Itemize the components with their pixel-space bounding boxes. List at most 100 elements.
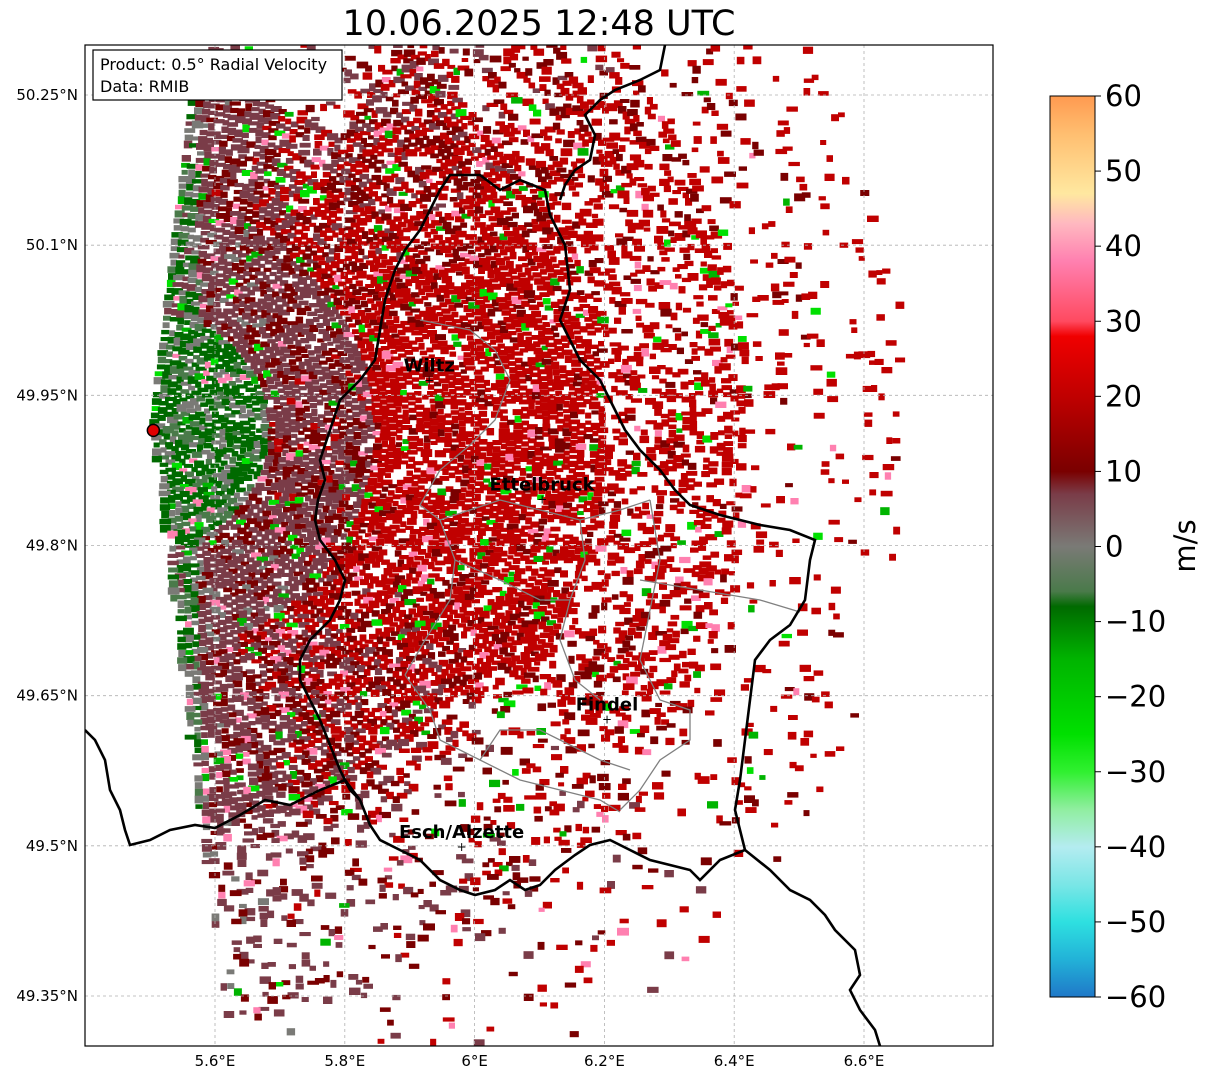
radar-bin [576, 394, 585, 401]
radar-bin [200, 123, 209, 128]
radar-bin [176, 260, 186, 267]
radar-bin [191, 451, 203, 458]
radar-bin [366, 411, 375, 419]
radar-bin [240, 671, 248, 678]
radar-bin [492, 283, 501, 290]
radar-bin [577, 409, 585, 415]
radar-bin [381, 574, 388, 582]
radar-bin [401, 452, 409, 459]
radar-bin [319, 489, 332, 496]
radar-bin [583, 354, 595, 360]
radar-bin [191, 697, 202, 705]
radar-bin [242, 124, 250, 133]
radar-bin [563, 450, 570, 456]
radar-bin [373, 225, 383, 233]
radar-bin [598, 435, 607, 440]
radar-bin [288, 779, 300, 785]
radar-bin [204, 408, 211, 414]
radar-bin [499, 590, 507, 597]
radar-bin [490, 552, 502, 561]
radar-bin [363, 186, 373, 192]
radar-bin [221, 469, 233, 477]
radar-bin [520, 413, 530, 419]
radar-bin [373, 233, 380, 241]
radar-bin [324, 515, 334, 523]
radar-bin [464, 274, 474, 280]
radar-bin [529, 552, 537, 558]
radar-bin [414, 404, 425, 410]
radar-bin [552, 511, 564, 520]
radar-bin [317, 338, 325, 343]
radar-bin [198, 309, 207, 318]
radar-bin [522, 427, 529, 433]
radar-bin [512, 534, 522, 541]
radar-bin [295, 730, 302, 739]
radar-bin [568, 545, 577, 550]
radar-bin [201, 767, 209, 773]
radar-bin [228, 272, 241, 277]
radar-bin [392, 461, 401, 470]
radar-bin [211, 262, 220, 269]
radar-bin [214, 801, 226, 806]
radar-bin [531, 634, 540, 641]
radar-bin [389, 256, 398, 262]
radar-bin [193, 537, 206, 545]
radar-bin [173, 493, 183, 500]
radar-bin [525, 252, 533, 260]
radar-bin [416, 211, 427, 219]
radar-bin [235, 400, 247, 405]
radar-bin [376, 764, 387, 770]
radar-bin [273, 397, 281, 404]
radar-bin [408, 401, 416, 406]
radar-bin [442, 125, 450, 131]
radar-bin [520, 434, 531, 440]
radar-bin [220, 713, 229, 720]
radar-bin [202, 816, 211, 824]
radar-bin [396, 601, 405, 608]
radar-bin [227, 669, 234, 674]
radar-bin [273, 740, 286, 746]
radar-bin [326, 385, 337, 393]
radar-bin [532, 619, 541, 625]
radar-bin [385, 473, 391, 478]
radar-bin [571, 367, 583, 373]
radar-bin [306, 45, 316, 52]
radar-bin [563, 400, 570, 408]
radar-bin [368, 382, 379, 387]
radar-bin [169, 366, 180, 374]
radar-bin [304, 511, 312, 518]
radar-bin [507, 236, 519, 244]
radar-bin [381, 367, 389, 376]
radar-bin [303, 413, 313, 419]
radar-bin [443, 500, 450, 505]
radar-bin [250, 361, 258, 369]
radar-bin [291, 244, 301, 252]
radar-bin [284, 581, 292, 587]
radar-bin [419, 350, 428, 356]
radar-bin [457, 330, 466, 339]
radar-bin [343, 449, 355, 456]
radar-bin [324, 402, 331, 410]
radar-bin [488, 292, 498, 301]
radar-bin [251, 628, 259, 634]
radar-bin [172, 486, 184, 493]
radar-bin [479, 305, 486, 313]
radar-bin [280, 243, 288, 251]
radar-bin [461, 616, 471, 623]
radar-bin [585, 412, 592, 419]
radar-bin [340, 271, 348, 279]
radar-bin [427, 578, 435, 585]
radar-bin [521, 199, 528, 208]
radar-bin [264, 148, 277, 156]
radar-bin [339, 340, 352, 348]
radar-bin [443, 688, 453, 693]
radar-bin [433, 374, 440, 380]
radar-bin [298, 300, 309, 306]
radar-bin [470, 386, 478, 392]
radar-bin [366, 592, 378, 598]
radar-bin [322, 372, 334, 380]
radar-bin [457, 291, 468, 300]
radar-bin [341, 363, 353, 370]
radar-bin [177, 196, 185, 204]
radar-bin [204, 666, 216, 674]
